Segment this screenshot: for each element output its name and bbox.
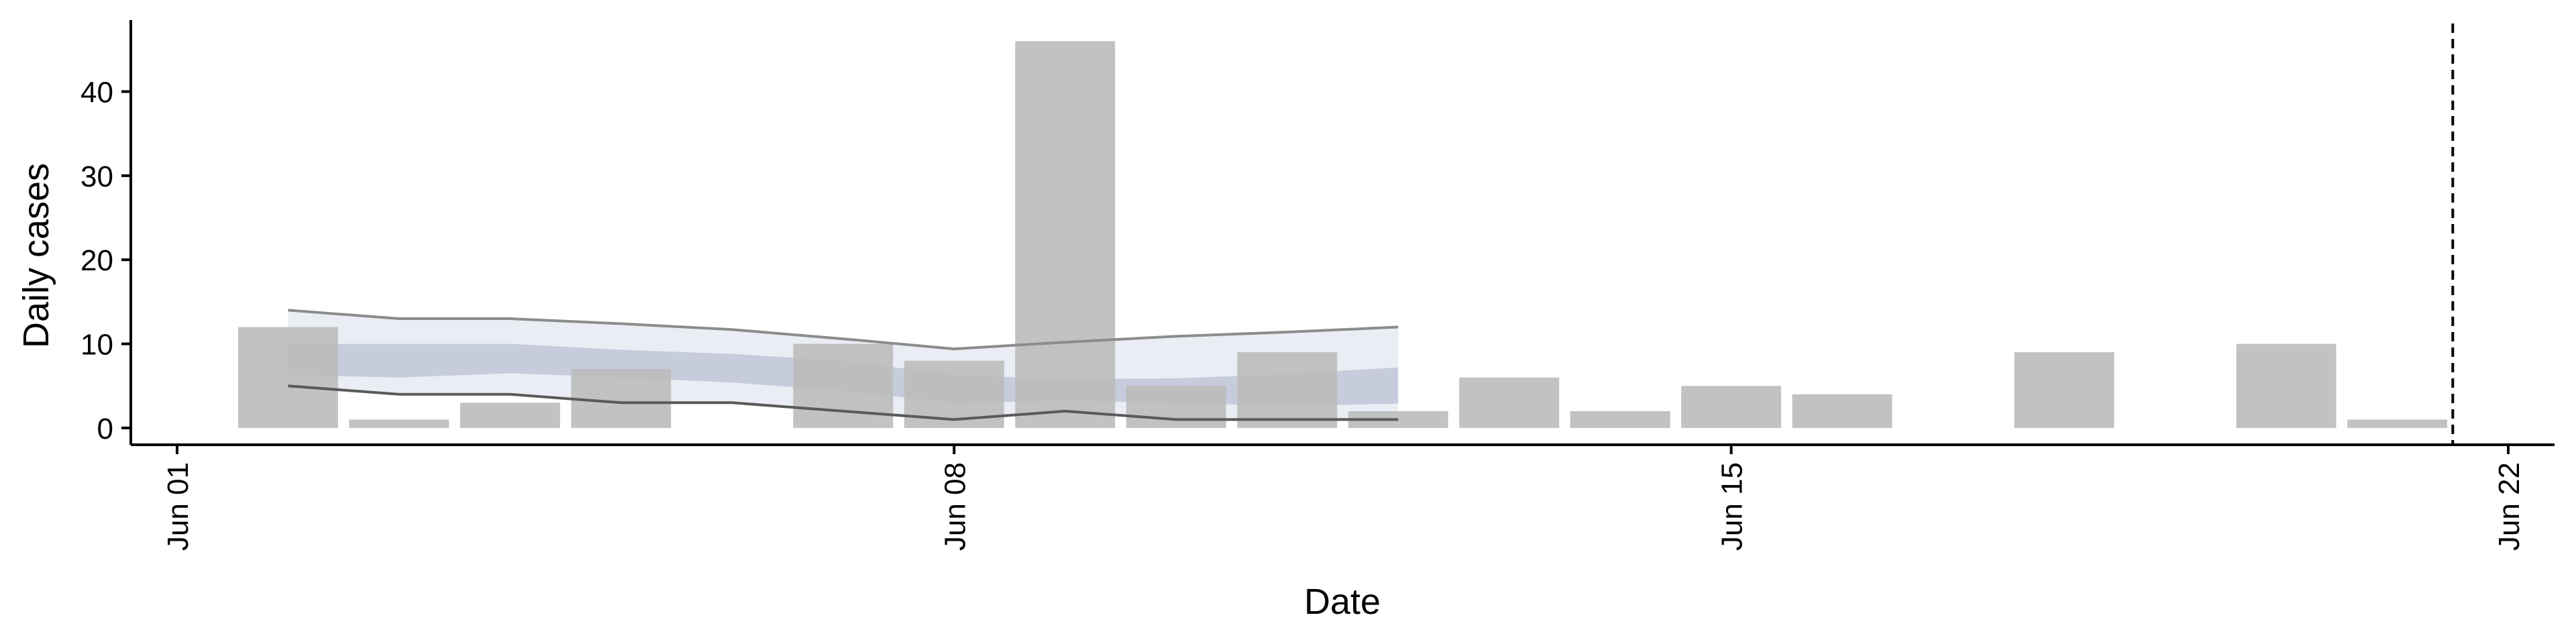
bar [1126,386,1226,428]
bar [793,343,894,428]
bar [1570,411,1670,428]
y-tick-label: 20 [80,244,113,277]
x-tick-label: Jun 01 [162,462,195,551]
bar [1237,352,1338,428]
x-tick-label: Jun 15 [1716,462,1749,551]
y-tick-label: 10 [80,329,113,362]
y-ticks: 0 10 20 30 40 [80,76,131,445]
y-tick-label: 0 [97,413,113,445]
x-ticks: Jun 01 Jun 08 Jun 15 Jun 22 [162,445,2526,551]
nowcast-lower-line [288,384,1399,421]
y-axis-title: Daily cases [16,163,56,348]
x-axis-title: Date [1304,582,1381,622]
bar [460,402,560,428]
bar [1015,41,1116,428]
bar [1681,386,1782,428]
bar-series [238,41,2447,428]
y-tick-label: 40 [80,76,113,109]
bar [2236,343,2337,428]
x-tick-label: Jun 08 [938,462,971,551]
nowcast-upper-line [288,309,1399,351]
bar [2014,352,2114,428]
bar [2347,419,2447,428]
bar [238,327,338,428]
x-tick-label: Jun 22 [2493,462,2526,551]
bar [1459,377,1560,428]
bar [571,369,672,428]
y-tick-label: 30 [80,160,113,193]
bar [349,419,449,428]
bar [1792,394,1892,428]
nowcast-bound-lines [288,309,1399,421]
